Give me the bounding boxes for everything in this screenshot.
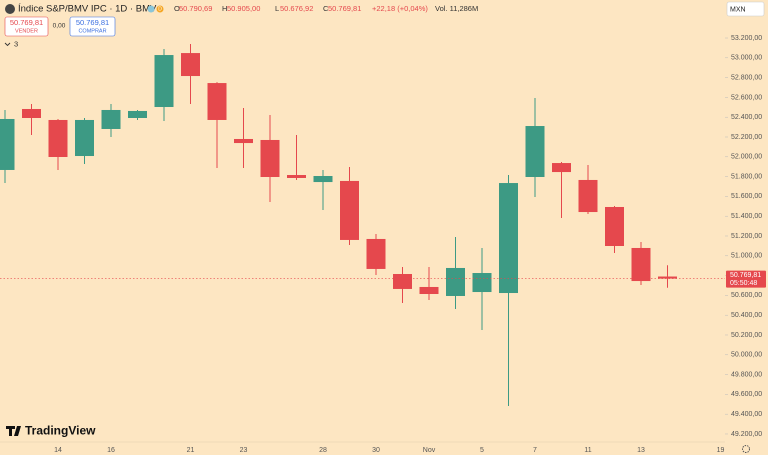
candle-body xyxy=(181,53,200,77)
y-tick-label: 50.200,00 xyxy=(731,332,762,339)
y-tick-label: 52.000,00 xyxy=(731,154,762,161)
y-tick-label: 50.600,00 xyxy=(731,292,762,299)
ohlc-key: C xyxy=(323,4,329,13)
candle-body xyxy=(154,55,174,108)
change: +22,18 (+0,04%) xyxy=(372,4,428,13)
ohlc-value: 50.905,00 xyxy=(227,4,260,13)
candle-body xyxy=(22,108,41,118)
x-tick-label: 30 xyxy=(372,447,380,454)
currency: MXN xyxy=(730,6,746,13)
ohlc-key: O xyxy=(174,4,180,13)
y-tick-label: 51.400,00 xyxy=(731,213,762,220)
last-price-label: 50.769,81 xyxy=(730,272,761,279)
y-tick-label: 51.800,00 xyxy=(731,173,762,180)
last-price-tag xyxy=(726,270,766,288)
candle-body xyxy=(658,276,677,279)
x-tick-label: Nov xyxy=(423,447,436,454)
candle-body xyxy=(419,286,439,295)
currency-box[interactable] xyxy=(726,1,765,17)
x-tick-label: 14 xyxy=(54,447,62,454)
candle-body xyxy=(101,109,121,129)
ohlc-key: H xyxy=(222,4,227,13)
candle-body xyxy=(234,138,253,144)
collapse-icon[interactable] xyxy=(4,42,11,47)
x-tick-label: 23 xyxy=(240,447,248,454)
y-tick-label: 52.200,00 xyxy=(731,134,762,141)
candle-body xyxy=(260,139,280,177)
candle-body xyxy=(75,119,94,157)
badge: D xyxy=(158,6,162,12)
symbol-title[interactable]: Índice S&P/BMV IPC · 1D · BMV xyxy=(18,4,157,15)
candle-body xyxy=(313,176,333,183)
candle-body xyxy=(207,83,227,120)
x-tick-label: 5 xyxy=(480,447,484,454)
buy-button[interactable] xyxy=(69,16,116,37)
x-tick-label: 11 xyxy=(584,447,591,454)
candle-body xyxy=(48,119,68,158)
candle-body xyxy=(340,180,359,240)
indicator-count[interactable]: 3 xyxy=(14,39,18,48)
candle-body xyxy=(0,118,15,170)
ohlc-key: L xyxy=(275,4,279,13)
candle-body xyxy=(393,274,412,289)
sell-button[interactable] xyxy=(4,16,49,37)
candle-body xyxy=(578,179,598,213)
y-tick-label: 49.600,00 xyxy=(731,391,762,398)
countdown: 05:50:48 xyxy=(730,280,757,287)
x-tick-label: 7 xyxy=(533,447,537,454)
y-tick-label: 49.800,00 xyxy=(731,371,762,378)
candle-body xyxy=(128,110,147,118)
spread: 0,00 xyxy=(53,23,66,30)
buy-price: 50.769,81 xyxy=(76,18,109,27)
logo[interactable]: TradingView xyxy=(25,424,96,438)
symbol-icon xyxy=(5,4,15,14)
x-tick-label: 19 xyxy=(717,447,725,454)
y-tick-label: 51.600,00 xyxy=(731,193,762,200)
badge-dot xyxy=(156,5,164,13)
candle-body xyxy=(366,238,386,269)
candle-body xyxy=(552,163,571,173)
logo-icon xyxy=(6,426,21,436)
candle-body xyxy=(499,183,518,294)
status-dot xyxy=(147,5,155,13)
candle-body xyxy=(605,206,624,246)
y-tick-label: 51.200,00 xyxy=(731,233,762,240)
volume: Vol. 11,286M xyxy=(435,4,478,13)
x-tick-label: 16 xyxy=(107,447,115,454)
sell-price: 50.769,81 xyxy=(10,18,43,27)
candle-body xyxy=(525,126,545,177)
ohlc-value: 50.676,92 xyxy=(280,4,313,13)
candle-body xyxy=(287,175,306,178)
y-tick-label: 50.000,00 xyxy=(731,352,762,359)
settings-icon[interactable] xyxy=(742,445,750,453)
candle-body xyxy=(446,267,465,296)
y-tick-label: 50.400,00 xyxy=(731,312,762,319)
ohlc-value: 50.769,81 xyxy=(328,4,361,13)
ohlc-value: 50.790,69 xyxy=(179,4,212,13)
x-tick-label: 13 xyxy=(637,447,645,454)
sell-label: VENDER xyxy=(15,28,38,34)
y-tick-label: 53.000,00 xyxy=(731,55,762,62)
candle-body xyxy=(472,273,492,293)
y-tick-label: 52.400,00 xyxy=(731,114,762,121)
trade-buttons: 50.769,81 VENDER 0,00 50.769,81 COMPRAR xyxy=(4,16,116,37)
y-tick-label: 49.400,00 xyxy=(731,411,762,418)
y-tick-label: 51.000,00 xyxy=(731,253,762,260)
y-tick-label: 53.200,00 xyxy=(731,35,762,42)
x-tick-label: 28 xyxy=(319,447,327,454)
candle-body xyxy=(631,247,651,282)
buy-label: COMPRAR xyxy=(78,28,106,34)
x-tick-label: 21 xyxy=(187,447,195,454)
y-tick-label: 52.600,00 xyxy=(731,94,762,101)
y-tick-label: 49.200,00 xyxy=(731,431,762,438)
y-tick-label: 52.800,00 xyxy=(731,74,762,81)
